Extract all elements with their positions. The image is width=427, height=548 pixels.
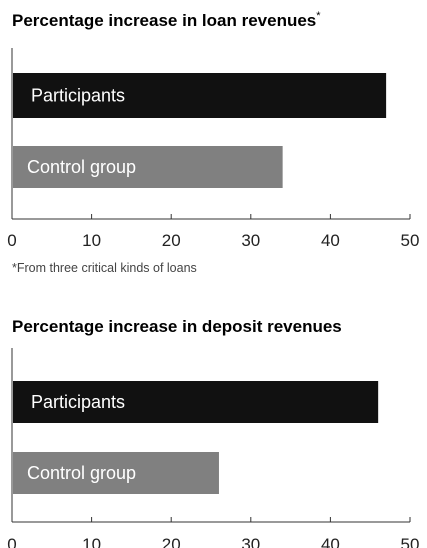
bar-label-loan-control-group: Control group (27, 157, 136, 177)
chart-footnote: *From three critical kinds of loans (12, 261, 197, 275)
bar-loan-control-group (13, 146, 283, 188)
chart-title-deposit: Percentage increase in deposit revenues (12, 317, 342, 336)
bar-label-deposit-control-group: Control group (27, 463, 136, 483)
chart-title-loan: Percentage increase in loan revenues* (12, 10, 321, 31)
bar-label-loan-participants: Participants (31, 86, 125, 106)
chart-title-loan-mark: * (316, 10, 321, 22)
tick-label-loan-30: 30 (241, 231, 260, 250)
tick-label-loan-20: 20 (162, 231, 181, 250)
tick-label-loan-0: 0 (7, 231, 16, 250)
tick-label-deposit-20: 20 (162, 535, 181, 548)
tick-label-deposit-0: 0 (7, 535, 16, 548)
tick-label-deposit-50: 50 (401, 535, 420, 548)
tick-label-loan-10: 10 (82, 231, 101, 250)
loan-plot: Participants Control group 0 10 20 30 40 50 (7, 48, 420, 250)
tick-label-deposit-30: 30 (241, 535, 260, 548)
bar-loan-participants (13, 73, 387, 118)
bar-deposit-control-group (13, 452, 219, 494)
loan-revenue-chart: Percentage increase in loan revenues* Pa… (7, 10, 420, 275)
tick-label-loan-50: 50 (401, 231, 420, 250)
bar-deposit-participants (13, 381, 379, 423)
chart-title-loan-text: Percentage increase in loan revenues (12, 11, 317, 30)
tick-label-deposit-40: 40 (321, 535, 340, 548)
tick-label-loan-40: 40 (321, 231, 340, 250)
deposit-revenue-chart: Percentage increase in deposit revenues … (0, 300, 427, 548)
bar-label-deposit-participants: Participants (31, 392, 125, 412)
tick-label-deposit-10: 10 (82, 535, 101, 548)
deposit-plot: Participants Control group 0 10 20 30 40 50 (7, 348, 420, 548)
